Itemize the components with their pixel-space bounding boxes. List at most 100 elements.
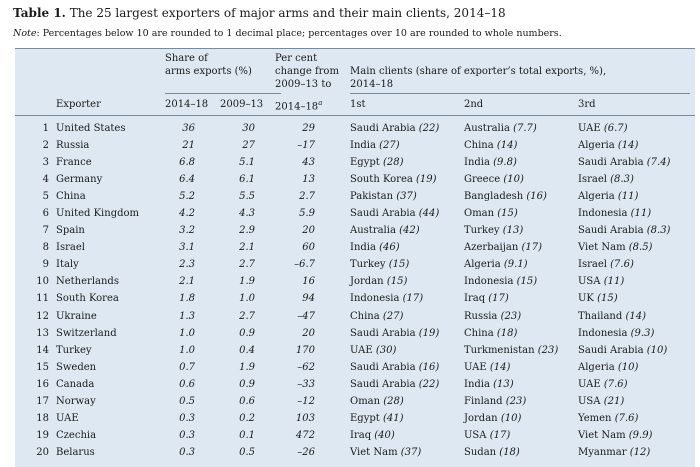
second-client-share: (13)	[502, 225, 524, 237]
first-client: Indonesia (17)	[350, 293, 423, 304]
third-client-share: (9.9)	[628, 429, 653, 441]
table-row: 15 Sweden 0.7 1.9 –62 Saudi Arabia (16) UAE (1…	[15, 360, 695, 377]
percent-change: 43	[302, 157, 315, 169]
rank: 7	[42, 225, 49, 237]
third-client: Viet Nam (9.9)	[578, 430, 652, 441]
first-client-share: (19)	[416, 174, 437, 186]
share-2009-13: 0.5	[239, 446, 255, 458]
second-client: UAE (14)	[464, 362, 510, 373]
share-2009-13: 0.1	[239, 429, 255, 441]
third-client-share: (7.4)	[646, 157, 671, 169]
third-client-country: Saudi Arabia	[578, 157, 644, 169]
exporter-name: Ukraine	[56, 310, 97, 322]
exporter-name: Italy	[56, 259, 79, 271]
third-client: Saudi Arabia (7.4)	[578, 157, 670, 168]
third-client-share: (9.3)	[630, 327, 655, 339]
second-client-share: (17)	[488, 293, 509, 305]
percent-change: 94	[302, 293, 315, 305]
second-client-share: (7.7)	[513, 123, 537, 134]
rank: 9	[42, 259, 49, 271]
share-2009-13: 30	[242, 123, 255, 134]
table-title: Table 1. The 25 largest exporters of maj…	[13, 6, 506, 20]
first-client-share: (27)	[382, 310, 404, 322]
second-client-share: (16)	[526, 191, 547, 203]
header-share-line2: arms exports (%)	[165, 66, 252, 77]
third-client: Algeria (14)	[578, 140, 638, 151]
table-row: 6 United Kingdom 4.2 4.3 5.9 Saudi Arabia (44…	[15, 206, 695, 223]
share-2009-13: 1.9	[239, 361, 255, 373]
second-client-country: USA	[464, 429, 487, 441]
first-client-share: (22)	[418, 123, 440, 134]
second-client: Bangladesh (16)	[464, 191, 547, 202]
second-client-share: (15)	[516, 276, 538, 288]
first-client-country: Indonesia	[350, 293, 400, 305]
share-2014-18: 5.2	[179, 191, 195, 203]
third-client-country: Algeria	[578, 191, 615, 203]
table-row: 7 Spain 3.2 2.9 20 Australia (42) Turkey (13) S…	[15, 223, 695, 240]
first-client-country: India	[350, 140, 376, 152]
share-2014-18: 2.1	[179, 276, 195, 288]
share-2009-13: 0.4	[239, 344, 255, 356]
third-client-country: Thailand	[578, 310, 623, 322]
first-client-country: Saudi Arabia	[350, 361, 416, 373]
third-client: Algeria (11)	[578, 191, 638, 202]
second-client-share: (23)	[505, 395, 527, 407]
first-client-country: Australia	[350, 225, 396, 237]
second-client: India (9.8)	[464, 157, 517, 168]
table-body: 1 United States 36 30 29 Saudi Arabia (22) Aus…	[15, 121, 695, 462]
share-2014-18: 1.8	[179, 293, 195, 305]
header-exporter: Exporter	[56, 99, 101, 110]
percent-change: 170	[295, 344, 315, 356]
first-client: Jordan (15)	[350, 276, 407, 287]
third-client-share: (10)	[646, 344, 668, 356]
header-change-line1: Per cent	[275, 53, 318, 64]
third-client-share: (14)	[625, 310, 646, 322]
second-client-share: (23)	[500, 310, 522, 322]
exporter-name: South Korea	[56, 293, 119, 305]
second-client-country: Algeria	[464, 259, 501, 271]
third-client: Israel (8.3)	[578, 174, 634, 185]
third-client-country: Saudi Arabia	[578, 344, 644, 356]
first-client-share: (37)	[400, 446, 422, 458]
third-client-country: Israel	[578, 259, 607, 271]
second-client: Algeria (9.1)	[464, 259, 528, 270]
first-client-share: (28)	[383, 395, 404, 407]
first-client-share: (42)	[399, 225, 420, 237]
exporter-name: Norway	[56, 395, 96, 407]
table-row: 20 Belarus 0.3 0.5 –26 Viet Nam (37) Sudan (18…	[15, 445, 695, 462]
percent-change: 5.9	[299, 208, 315, 220]
percent-change: 13	[302, 174, 315, 186]
table-row: 10 Netherlands 2.1 1.9 16 Jordan (15) Indonesi…	[15, 274, 695, 291]
second-client-share: (18)	[499, 446, 520, 458]
third-client-country: Algeria	[578, 361, 615, 373]
percent-change: –33	[297, 378, 315, 390]
share-2009-13: 1.0	[239, 293, 255, 305]
first-client-country: Saudi Arabia	[350, 327, 416, 339]
share-2014-18: 3.2	[179, 225, 195, 237]
table-row: 1 United States 36 30 29 Saudi Arabia (22) Aus…	[15, 121, 695, 138]
share-2009-13: 1.9	[239, 276, 255, 288]
first-client-country: Viet Nam	[350, 446, 398, 458]
percent-change: 103	[295, 412, 315, 424]
second-client-country: UAE	[464, 361, 487, 373]
second-client: India (13)	[464, 379, 514, 390]
percent-change: –17	[297, 140, 315, 152]
share-2009-13: 2.7	[239, 310, 255, 322]
share-2014-18: 1.3	[179, 310, 195, 322]
second-client-share: (18)	[496, 327, 518, 339]
exporter-name: Turkey	[56, 344, 92, 356]
second-client: Sudan (18)	[464, 447, 520, 458]
first-client: Iraq (40)	[350, 430, 395, 441]
rank: 16	[36, 378, 49, 390]
share-2014-18: 1.0	[179, 327, 195, 339]
rank: 15	[36, 361, 49, 373]
first-client-country: Pakistan	[350, 191, 394, 203]
third-client-country: Saudi Arabia	[578, 225, 644, 237]
share-2009-13: 2.7	[239, 259, 255, 271]
second-client-country: Turkmenistan	[464, 344, 535, 356]
third-client-share: (14)	[617, 140, 639, 152]
first-client: Turkey (15)	[350, 259, 409, 270]
third-client-share: (8.5)	[628, 242, 653, 254]
table-note-label: Note	[13, 28, 37, 39]
first-client-share: (40)	[374, 429, 395, 441]
